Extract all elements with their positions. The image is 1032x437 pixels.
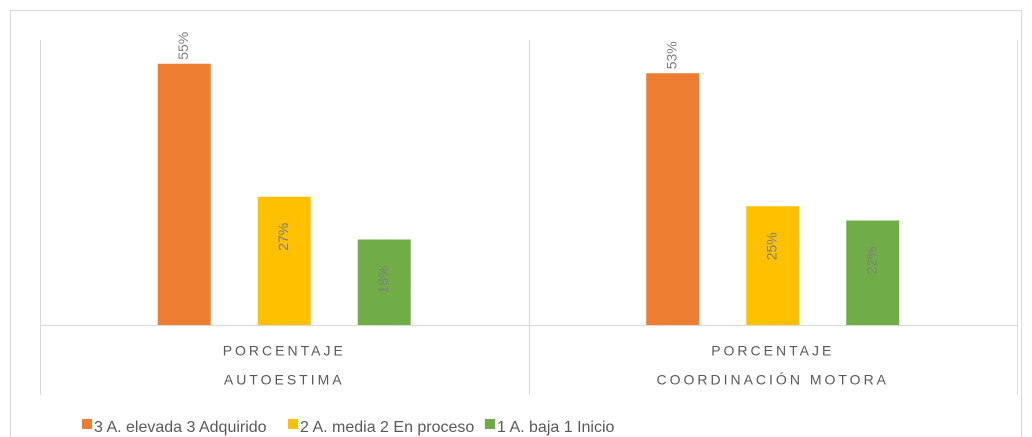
data-label: 27% <box>275 223 291 251</box>
legend-swatch <box>82 419 92 429</box>
legend-label: 2 A. media 2 En proceso <box>300 419 474 436</box>
data-label: 22% <box>863 246 879 274</box>
legend-swatch <box>485 419 495 429</box>
data-label: 18% <box>375 265 391 293</box>
bar <box>357 239 411 325</box>
legend-label: 3 A. elevada 3 Adquirido <box>94 419 267 436</box>
data-label: 25% <box>763 232 779 260</box>
bar <box>646 73 700 325</box>
data-label: 55% <box>175 32 191 60</box>
bar <box>746 206 800 325</box>
group-label: COORDINACIÓN MOTORA <box>656 372 889 388</box>
bar <box>157 63 211 325</box>
bar <box>257 196 311 325</box>
legend-label: 1 A. baja 1 Inicio <box>497 419 615 436</box>
x-tick-label: PORCENTAJE <box>223 343 346 359</box>
data-label: 53% <box>663 41 679 69</box>
legend-swatch <box>288 419 298 429</box>
group-label: AUTOESTIMA <box>224 372 345 388</box>
bar <box>846 220 900 325</box>
x-tick-label: PORCENTAJE <box>711 343 834 359</box>
